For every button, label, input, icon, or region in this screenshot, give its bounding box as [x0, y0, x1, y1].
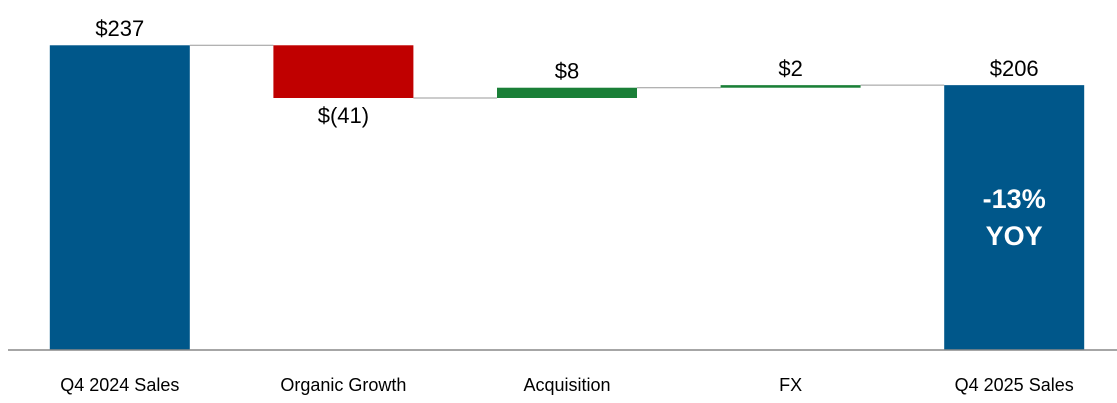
- value-label: $206: [990, 56, 1039, 81]
- x-tick-label: Q4 2024 Sales: [60, 375, 179, 395]
- value-label: $237: [95, 16, 144, 41]
- value-label: $8: [555, 59, 579, 84]
- x-tick-label: Organic Growth: [280, 375, 406, 395]
- x-tick-label: Q4 2025 Sales: [955, 375, 1074, 395]
- bar: [273, 45, 414, 98]
- x-tick-label: Acquisition: [523, 375, 610, 395]
- annotation: YOY: [986, 221, 1043, 251]
- bar: [944, 85, 1085, 351]
- value-label: $2: [778, 56, 802, 81]
- bar: [720, 85, 861, 88]
- annotation: -13%: [983, 184, 1046, 214]
- bar: [49, 45, 190, 351]
- value-label: $(41): [318, 103, 369, 128]
- x-tick-label: FX: [779, 375, 802, 395]
- bar: [497, 87, 637, 98]
